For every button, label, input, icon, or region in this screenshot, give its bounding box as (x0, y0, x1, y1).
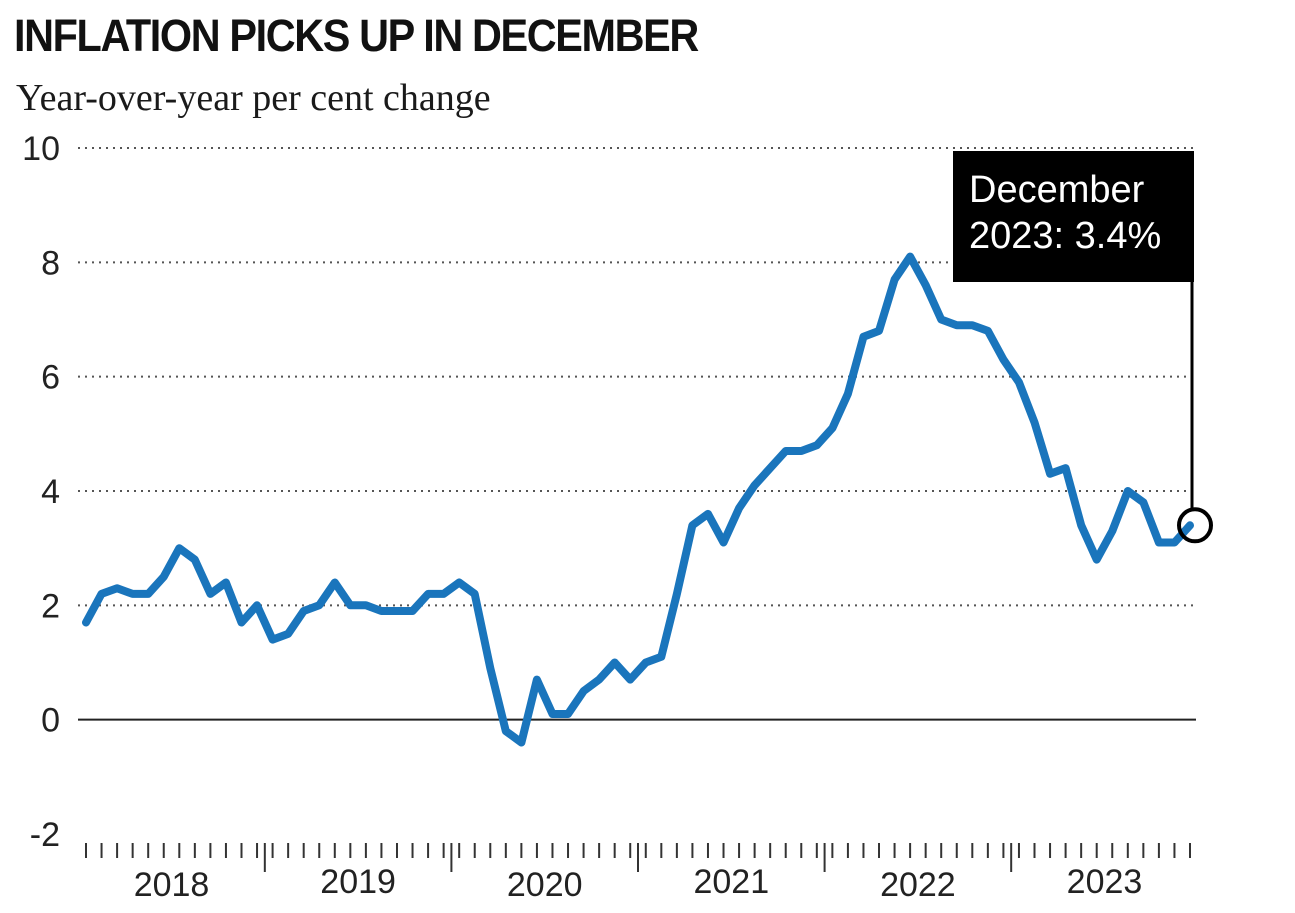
annotation-line-1: December (969, 169, 1145, 211)
chart-title: INFLATION PICKS UP IN DECEMBER (14, 10, 699, 61)
chart-subtitle: Year-over-year per cent change (16, 77, 491, 119)
y-tick-label: -2 (30, 816, 60, 854)
x-year-label: 2018 (134, 866, 210, 904)
cpi-series-line (82, 252, 1194, 747)
annotation-box: December 2023: 3.4% (953, 151, 1194, 282)
x-year-label: 2021 (693, 863, 769, 901)
y-tick-label: 8 (41, 244, 60, 282)
x-year-label: 2019 (320, 863, 396, 901)
y-tick-label: 6 (41, 359, 60, 397)
annotation-line-2: 2023: 3.4% (969, 215, 1162, 257)
y-tick-label: 0 (41, 702, 60, 740)
x-year-label: 2022 (880, 866, 956, 904)
y-tick-label: 10 (22, 130, 60, 168)
annotation-layer (1177, 282, 1213, 544)
grid-layer: 10 8 6 4 2 0 -2 (22, 130, 1196, 854)
y-tick-label: 2 (41, 587, 60, 625)
highlight-point-marker (1177, 507, 1213, 544)
y-tick-label: 4 (41, 473, 60, 511)
x-year-label: 2020 (507, 866, 583, 904)
x-axis: 2018 2019 2020 2021 2022 2023 (85, 843, 1191, 904)
x-year-label: 2023 (1067, 863, 1143, 901)
series-layer (82, 252, 1194, 747)
